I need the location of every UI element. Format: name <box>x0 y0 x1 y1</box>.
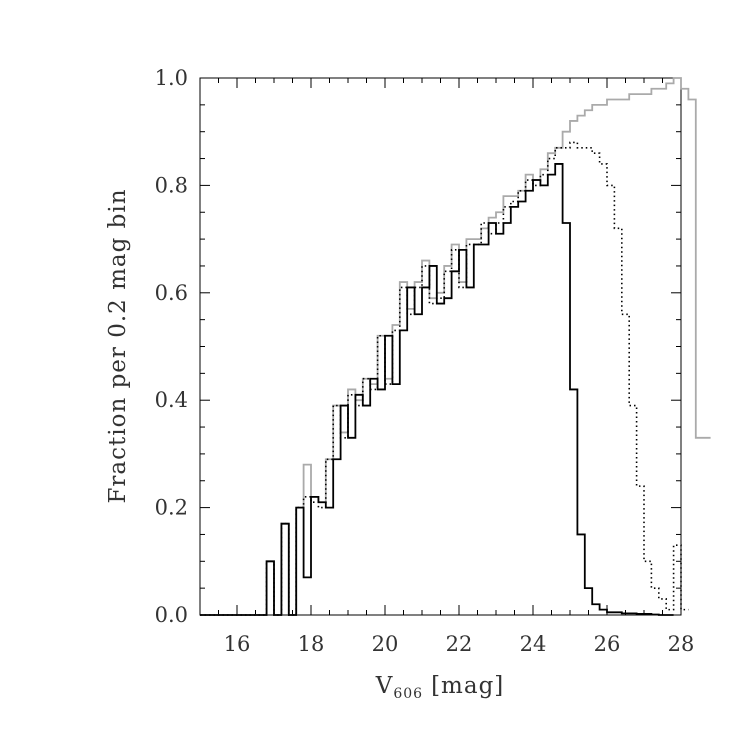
y-axis-title: Fraction per 0.2 mag bin <box>105 188 131 503</box>
y-tick-label: 0.2 <box>155 496 188 520</box>
x-tick-label: 28 <box>668 632 695 656</box>
x-axis-title-main: V <box>375 673 394 699</box>
x-tick-label: 24 <box>520 632 547 656</box>
plot-border <box>199 77 682 616</box>
y-tick-label: 0.0 <box>155 603 188 627</box>
series-line-2 <box>200 141 689 616</box>
x-axis-title-subscript: 606 <box>393 686 423 702</box>
series-line-1 <box>200 77 711 616</box>
x-tick-label: 20 <box>372 632 399 656</box>
x-axis-title-unit: [mag] <box>431 673 504 699</box>
x-tick-label: 18 <box>298 632 325 656</box>
series-line-3 <box>200 163 674 616</box>
y-tick-label: 0.4 <box>155 388 188 412</box>
x-axis: 16 18 20 22 24 26 28 <box>199 78 695 656</box>
y-tick-label: 1.0 <box>155 66 188 90</box>
x-tick-label: 26 <box>594 632 621 656</box>
x-tick-label: 22 <box>446 632 473 656</box>
y-tick-label: 0.8 <box>155 173 188 197</box>
y-tick-label: 0.6 <box>155 281 188 305</box>
x-axis-title: V606 [mag] <box>375 673 505 702</box>
series-layer <box>200 77 711 616</box>
plot-frame <box>199 77 682 616</box>
y-axis: 0.0 0.2 0.4 0.6 0.8 1.0 <box>155 66 681 627</box>
x-tick-label: 16 <box>224 632 251 656</box>
